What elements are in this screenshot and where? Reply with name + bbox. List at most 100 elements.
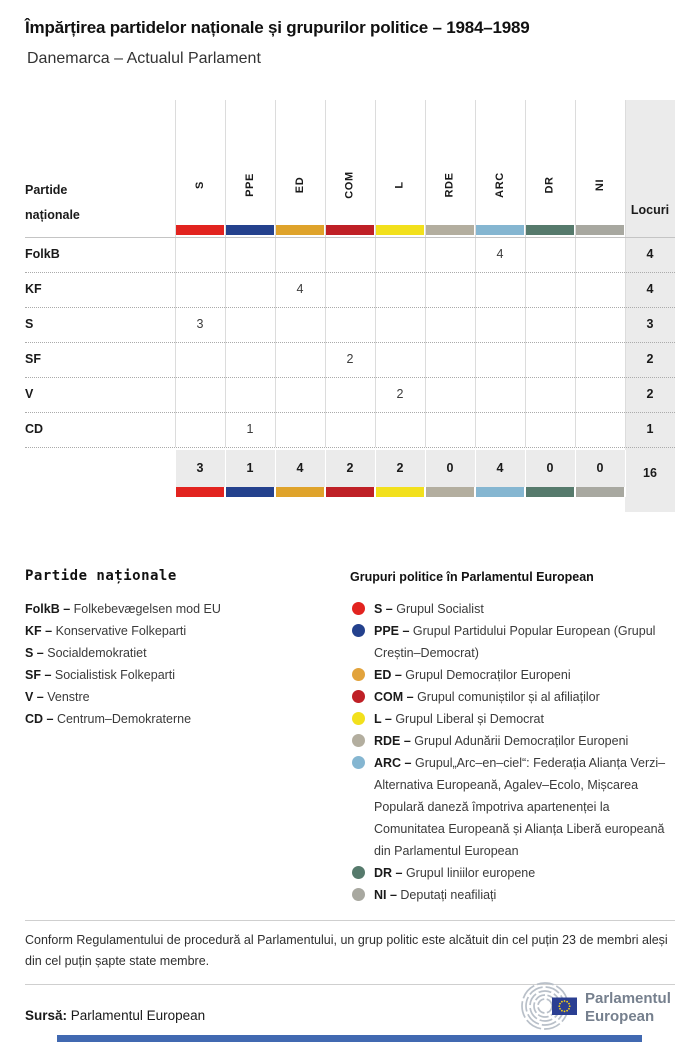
party-row-label: SF [25, 352, 41, 366]
column-gridline [425, 100, 426, 447]
party-code: SF – [25, 668, 55, 682]
seats-cell: 2 [646, 387, 654, 401]
group-legend-item: ARC – Grupul„Arc–en–ciel“: Federația Ali… [350, 752, 680, 862]
logo-text-line1: Parlamentul [585, 990, 671, 1007]
group-column-header: S [175, 140, 225, 230]
group-column-header: L [375, 140, 425, 230]
header-underline [25, 237, 675, 238]
group-legend-title: Grupuri politice în Parlamentul European [350, 570, 594, 584]
total-cell: 0 [546, 461, 554, 475]
group-code: S – [374, 602, 397, 616]
group-column-header: RDE [425, 140, 475, 230]
group-column-label: L [393, 181, 406, 189]
group-column-header: ARC [475, 140, 525, 230]
group-color-bar [426, 225, 474, 235]
group-legend-item: S – Grupul Socialist [350, 598, 680, 620]
seat-cell: 2 [346, 352, 354, 366]
group-description: DR – Grupul liniilor europene [374, 866, 536, 880]
party-legend-item: S – Socialdemokratiet [25, 642, 325, 664]
group-legend-item: ED – Grupul Democraților Europeni [350, 664, 680, 686]
party-code: CD – [25, 712, 57, 726]
party-legend-title: Partide naționale [25, 568, 177, 584]
group-column-header: PPE [225, 140, 275, 230]
divider-bottom [25, 984, 675, 985]
group-legend-items: S – Grupul Socialist PPE – Grupul Partidu… [350, 598, 680, 906]
total-cell: 3 [196, 461, 204, 475]
group-column-header: NI [575, 140, 625, 230]
page-title: Împărțirea partidelor naționale și grupu… [25, 18, 530, 37]
party-legend-items: FolkB – Folkebevægelsen mod EU KF – Konse… [25, 598, 325, 730]
column-gridline [175, 100, 176, 447]
group-code: NI – [374, 888, 401, 902]
group-column-label: RDE [444, 172, 456, 198]
group-color-dot-icon [352, 712, 365, 725]
divider-top [25, 920, 675, 921]
group-color-bar-total [226, 487, 274, 497]
party-legend: Partide naționale FolkB – Folkebevægelse… [25, 568, 325, 730]
group-code: ED – [374, 668, 406, 682]
total-cell: 4 [296, 461, 304, 475]
column-gridline-total [375, 450, 376, 497]
row-header-label: Partide naționale [25, 178, 165, 228]
party-code: KF – [25, 624, 56, 638]
group-column-header: COM [325, 140, 375, 230]
seats-cell: 4 [646, 247, 654, 261]
party-legend-item: SF – Socialistisk Folkeparti [25, 664, 325, 686]
group-color-dot-icon [352, 624, 365, 637]
group-color-bar [276, 225, 324, 235]
party-name: Folkebevægelsen mod EU [73, 602, 221, 616]
group-description: RDE – Grupul Adunării Democraților Europ… [374, 734, 629, 748]
group-legend-item: PPE – Grupul Partidului Popular European… [350, 620, 680, 664]
group-description: ARC – Grupul„Arc–en–ciel“: Federația Ali… [374, 756, 666, 858]
party-code: FolkB – [25, 602, 74, 616]
column-gridline [375, 100, 376, 447]
logo-text-line2: European [585, 1008, 654, 1025]
column-gridline [275, 100, 276, 447]
party-legend-item: V – Venstre [25, 686, 325, 708]
column-gridline [325, 100, 326, 447]
group-description: COM – Grupul comuniștilor și al afiliați… [374, 690, 600, 704]
column-gridline-total [625, 450, 626, 497]
eu-flag-stars [558, 1000, 571, 1013]
footnote-text: Conform Regulamentului de procedură al P… [25, 933, 668, 968]
group-column-label: ARC [493, 172, 506, 198]
seat-cell: 1 [246, 422, 254, 436]
group-legend-item: RDE – Grupul Adunării Democraților Europ… [350, 730, 680, 752]
group-column-label: NI [593, 178, 606, 192]
group-description: PPE – Grupul Partidului Popular European… [374, 624, 656, 660]
column-gridline [525, 100, 526, 447]
group-code: PPE – [374, 624, 413, 638]
row-header-line2: naționale [25, 208, 80, 222]
group-color-bar-total [526, 487, 574, 497]
group-column-label: COM [344, 171, 356, 199]
group-column-header: ED [275, 140, 325, 230]
column-gridline-total [425, 450, 426, 497]
row-separator [25, 447, 675, 448]
party-row-label: KF [25, 282, 42, 296]
column-gridline-total [525, 450, 526, 497]
row-header-line1: Partide [25, 183, 68, 197]
source-line: Sursă: Parlamentul European [25, 1008, 205, 1023]
group-column-label: DR [544, 176, 556, 194]
group-color-bar-total [176, 487, 224, 497]
column-gridline [575, 100, 576, 447]
group-color-bar-total [476, 487, 524, 497]
page-subtitle: Danemarca – Actualul Parlament [27, 50, 261, 67]
group-color-dot-icon [352, 690, 365, 703]
timeline-slider-bar[interactable] [57, 1035, 642, 1042]
group-color-dot-icon [352, 602, 365, 615]
seats-cell: 1 [646, 422, 654, 436]
eu-flag-icon [552, 997, 577, 1015]
group-color-bar-total [576, 487, 624, 497]
party-name: Centrum–Demokraterne [56, 712, 192, 726]
group-code: L – [374, 712, 396, 726]
column-gridline-total [575, 450, 576, 497]
party-legend-item: CD – Centrum–Demokraterne [25, 708, 325, 730]
group-color-bar-total [326, 487, 374, 497]
group-color-bar [476, 225, 524, 235]
seat-distribution-table: Partide naționale Locuri S PPE ED COM L RDE AR… [25, 100, 675, 512]
group-legend: Grupuri politice în Parlamentul European… [350, 570, 680, 906]
european-parliament-logo: Parlamentul European [521, 982, 671, 1030]
group-color-bar-total [376, 487, 424, 497]
group-column-label: ED [293, 176, 306, 194]
